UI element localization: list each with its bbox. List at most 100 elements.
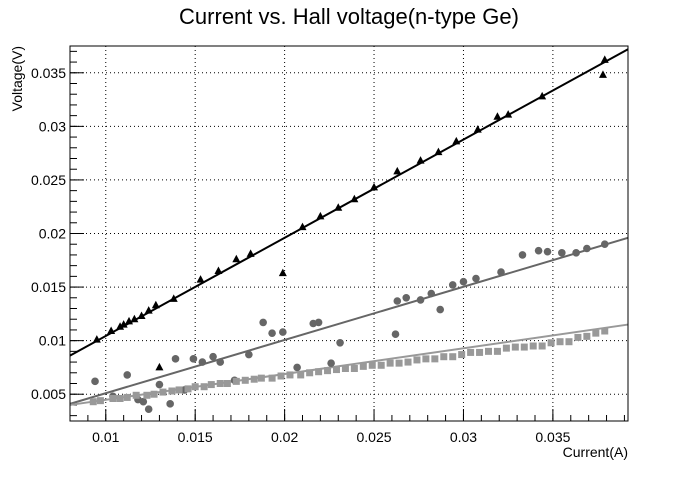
- circle-point: [198, 358, 207, 366]
- square-point: [458, 351, 466, 359]
- triangle-point: [92, 335, 101, 343]
- triangle-point: [246, 249, 255, 257]
- square-point: [109, 395, 117, 402]
- square-point: [449, 353, 457, 361]
- square-point: [143, 391, 151, 399]
- data-points: [89, 55, 609, 414]
- square-point: [116, 395, 124, 402]
- square-point: [268, 374, 276, 382]
- triangle-point: [107, 326, 116, 334]
- circle-point: [166, 400, 174, 408]
- square-point: [359, 362, 367, 370]
- x-tick-label: 0.025: [357, 429, 392, 445]
- triangle-point: [598, 70, 607, 78]
- square-point: [368, 361, 376, 369]
- triangle-point: [137, 311, 146, 319]
- square-point: [493, 347, 501, 355]
- square-point: [565, 338, 573, 346]
- square-point: [223, 380, 231, 387]
- circle-point: [268, 329, 276, 337]
- square-point: [556, 338, 564, 346]
- x-tick-label: 0.03: [450, 429, 477, 445]
- circle-point: [209, 352, 217, 361]
- square-point: [123, 393, 131, 401]
- square-point: [207, 381, 215, 389]
- triangle-point: [370, 182, 379, 191]
- circle-point: [402, 293, 411, 302]
- square-point: [159, 388, 167, 396]
- fit-line: [69, 48, 629, 357]
- square-point: [520, 343, 528, 351]
- circle-point: [279, 328, 287, 336]
- square-point: [286, 371, 294, 379]
- square-point: [377, 361, 385, 369]
- triangle-point: [452, 136, 461, 145]
- square-point: [592, 329, 600, 337]
- square-point: [386, 359, 394, 367]
- square-point: [200, 383, 208, 391]
- triangle-point: [473, 125, 482, 133]
- triangle-point: [493, 112, 502, 120]
- square-point: [583, 332, 591, 340]
- square-point: [538, 342, 546, 350]
- circle-point: [427, 289, 436, 298]
- circle-point: [189, 355, 198, 363]
- circle-point: [393, 297, 402, 305]
- y-tick-label: 0.015: [31, 279, 66, 295]
- square-point: [132, 391, 140, 399]
- x-axis-title: Current(A): [563, 444, 628, 460]
- circle-point: [139, 397, 148, 406]
- triangle-point: [169, 294, 178, 302]
- x-tick-label: 0.01: [92, 429, 119, 445]
- square-point: [341, 365, 349, 372]
- circle-point: [558, 248, 566, 257]
- square-point: [232, 377, 240, 385]
- y-tick-label: 0.01: [39, 333, 66, 349]
- circle-point: [327, 359, 335, 367]
- square-point: [324, 367, 332, 375]
- square-point: [257, 374, 265, 382]
- circle-point: [518, 251, 527, 259]
- triangle-point: [155, 362, 164, 371]
- square-point: [511, 343, 519, 351]
- triangle-point: [130, 314, 139, 323]
- square-point: [241, 376, 249, 384]
- axes: 0.01 0.015 0.02 0.025 0.03 0.035 0.005 0.01 0.01…: [31, 50, 625, 445]
- x-tick-label: 0.035: [535, 429, 570, 445]
- triangle-point: [116, 322, 125, 330]
- circle-point: [216, 358, 225, 366]
- square-point: [413, 356, 421, 364]
- square-point: [277, 372, 285, 380]
- circle-point: [448, 281, 457, 289]
- square-point: [96, 397, 104, 405]
- triangle-point: [504, 110, 513, 118]
- triangle-point: [125, 316, 134, 325]
- triangle-point: [214, 266, 223, 274]
- square-point: [250, 375, 258, 383]
- square-point: [440, 353, 448, 361]
- circle-point: [543, 247, 552, 256]
- square-point: [422, 355, 430, 363]
- square-point: [529, 342, 537, 350]
- square-point: [216, 380, 224, 387]
- circle-point: [91, 377, 99, 386]
- chart-title: Current vs. Hall voltage(n-type Ge): [179, 4, 519, 29]
- circle-point: [416, 296, 425, 304]
- circle-point: [472, 274, 480, 283]
- square-point: [175, 386, 183, 394]
- circle-point: [583, 244, 591, 253]
- square-point: [404, 358, 412, 366]
- triangle-point: [316, 211, 325, 220]
- square-point: [395, 359, 403, 367]
- y-tick-label: 0.005: [31, 386, 66, 402]
- circle-point: [497, 268, 505, 276]
- y-tick-label: 0.035: [31, 65, 66, 81]
- triangle-point: [232, 254, 241, 263]
- x-tick-label: 0.015: [178, 429, 213, 445]
- square-point: [191, 383, 199, 391]
- square-point: [476, 348, 484, 356]
- circle-point: [436, 305, 445, 314]
- x-tick-label: 0.02: [271, 429, 298, 445]
- triangle-point: [434, 147, 443, 156]
